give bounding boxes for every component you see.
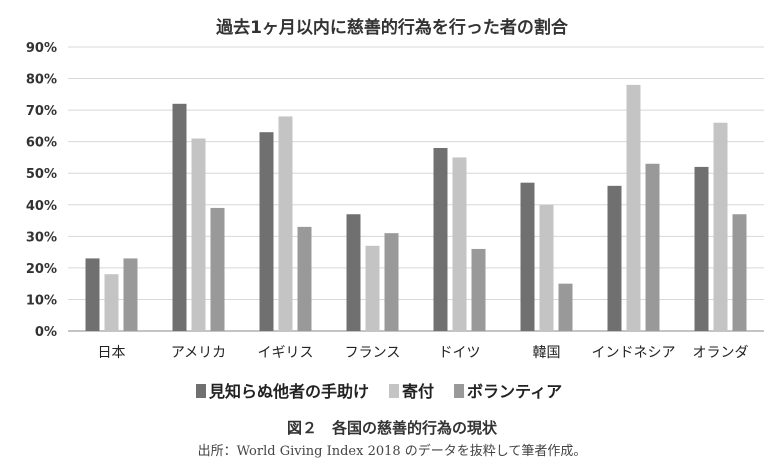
- bar: [85, 258, 100, 331]
- bar: [346, 214, 361, 331]
- legend-label: 見知らぬ他者の手助け: [208, 382, 369, 401]
- bar: [365, 245, 380, 331]
- bar: [278, 116, 293, 331]
- y-tick-label: 20%: [26, 262, 57, 277]
- legend-swatch: [389, 384, 400, 398]
- bar: [259, 132, 274, 331]
- x-tick-label: フランス: [345, 345, 401, 361]
- bar: [172, 103, 187, 331]
- y-tick-label: 50%: [26, 167, 57, 182]
- bar: [713, 122, 728, 331]
- x-tick-label: 日本: [98, 345, 126, 361]
- x-tick-label: ドイツ: [439, 345, 481, 361]
- y-tick-label: 80%: [26, 73, 57, 88]
- chart-title: 過去1ヶ月以内に慈善的行為を行った者の割合: [216, 17, 569, 38]
- bar: [104, 274, 119, 331]
- bar: [384, 233, 399, 331]
- bar-chart: 過去1ヶ月以内に慈善的行為を行った者の割合 0% 10% 20% 30% 40% 50% 6…: [26, 17, 764, 401]
- bar: [732, 214, 747, 331]
- y-axis: 0% 10% 20% 30% 40% 50% 60% 70% 80% 90%: [26, 41, 57, 340]
- y-tick-label: 30%: [26, 230, 57, 245]
- bar: [694, 166, 709, 331]
- y-tick-label: 70%: [26, 104, 57, 119]
- y-tick-label: 90%: [26, 41, 57, 56]
- bar: [607, 185, 622, 331]
- legend-swatch: [454, 384, 465, 398]
- y-tick-label: 60%: [26, 136, 57, 151]
- bar: [123, 258, 138, 331]
- bar: [452, 157, 467, 331]
- x-tick-label: アメリカ: [171, 345, 226, 361]
- bar: [520, 182, 535, 331]
- bar: [626, 84, 641, 331]
- legend: 見知らぬ他者の手助け 寄付 ボランティア: [196, 382, 562, 401]
- bar: [433, 147, 448, 331]
- bar: [645, 163, 660, 331]
- legend-label: 寄付: [402, 382, 434, 401]
- figure-caption: 図２ 各国の慈善的行為の現状: [286, 419, 497, 437]
- x-tick-label: オランダ: [693, 345, 749, 361]
- bar: [539, 204, 554, 331]
- x-axis: 日本 アメリカ イギリス フランス ドイツ 韓国 インドネシア オランダ: [98, 345, 749, 361]
- x-tick-label: インドネシア: [592, 345, 676, 361]
- bars: [85, 84, 747, 331]
- bar: [210, 207, 225, 331]
- x-tick-label: イギリス: [258, 345, 314, 361]
- grid: [68, 46, 764, 332]
- y-tick-label: 10%: [26, 293, 57, 308]
- y-tick-label: 40%: [26, 199, 57, 214]
- legend-label: ボランティア: [467, 382, 562, 401]
- bar: [558, 283, 573, 331]
- bar: [191, 138, 206, 331]
- figure-source: 出所：World Giving Index 2018 のデータを抜粋して筆者作成…: [197, 444, 587, 459]
- bar: [297, 226, 312, 331]
- y-tick-label: 0%: [35, 325, 57, 340]
- bar: [471, 248, 486, 331]
- legend-swatch: [196, 384, 206, 398]
- x-tick-label: 韓国: [533, 345, 561, 361]
